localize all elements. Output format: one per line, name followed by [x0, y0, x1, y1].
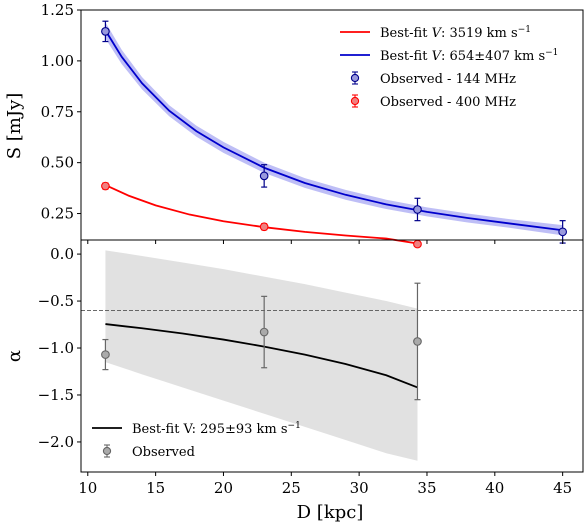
y-tick-label: −2.0: [38, 433, 74, 451]
legend-top-label-1: Best-fit V: 654±407 km s−1: [380, 48, 558, 64]
data-point-0-3-1: [259, 222, 269, 232]
y-tick-label: 1.25: [41, 1, 74, 19]
legend-top-label-0: Best-fit V: 3519 km s−1: [380, 25, 531, 41]
y-tick-label: 0.75: [41, 103, 74, 121]
x-tick-label: 15: [146, 479, 165, 497]
data-point-0-2-2: [413, 205, 422, 214]
legend-top-label-2: Observed - 144 MHz: [380, 72, 516, 87]
y-tick-label: −1.5: [38, 386, 74, 404]
x-tick-label: 25: [282, 479, 301, 497]
legend-top-swatch-marker: [350, 96, 360, 106]
fit-uncertainty-band-1-0: [105, 250, 418, 461]
legend-bottom-label-1: Observed: [132, 445, 195, 460]
x-tick-label: 20: [214, 479, 233, 497]
legend-top-label-3: Observed - 400 MHz: [380, 95, 516, 110]
x-tick-label: 40: [485, 479, 504, 497]
top-y-axis-label: S [mJy]: [4, 93, 25, 160]
y-tick-label: 0.0: [50, 245, 74, 263]
x-tick-label: 30: [350, 479, 369, 497]
data-point-1-1-0: [101, 350, 110, 359]
data-point-1-1-1: [259, 327, 269, 337]
y-tick-label: 1.00: [41, 52, 74, 70]
data-point-0-2-1: [259, 171, 269, 181]
bottom-panel-spectral-index: 0.0 −0.5 −1.0 −1.5 −2.0 10 15 20 25 30 35 40 45 Best-…: [38, 239, 584, 497]
y-tick-label: −0.5: [38, 292, 74, 310]
fit-line-0-1: [104, 29, 563, 232]
fit-uncertainty-band-0-1: [105, 22, 563, 236]
data-point-0-2-3: [558, 227, 567, 237]
x-tick-label: 35: [417, 479, 436, 497]
x-tick-label: 45: [553, 479, 572, 497]
top-panel-flux: 0.25 0.50 0.75 1.00 1.25 Best-fit V: 3519 km …: [41, 1, 584, 249]
data-point-0-3-2: [413, 239, 422, 249]
plot-frame-1: [80, 239, 584, 473]
x-tick-label: 10: [78, 479, 97, 497]
fit-line-0-0: [105, 184, 418, 245]
data-point-1-1-2: [413, 337, 422, 346]
bottom-y-axis-label: α: [4, 350, 25, 362]
y-tick-label: 0.25: [41, 205, 74, 223]
x-axis-label: D [kpc]: [297, 502, 364, 523]
data-point-0-2-0: [101, 27, 110, 36]
data-point-0-3-0: [101, 181, 110, 191]
y-tick-label: −1.0: [38, 339, 74, 357]
legend-bottom-label-0: Best-fit V: 295±93 km s−1: [132, 421, 301, 437]
legend-bottom-swatch-marker: [102, 446, 112, 456]
y-tick-label: 0.50: [41, 154, 74, 172]
legend-top-swatch-marker: [350, 73, 360, 83]
